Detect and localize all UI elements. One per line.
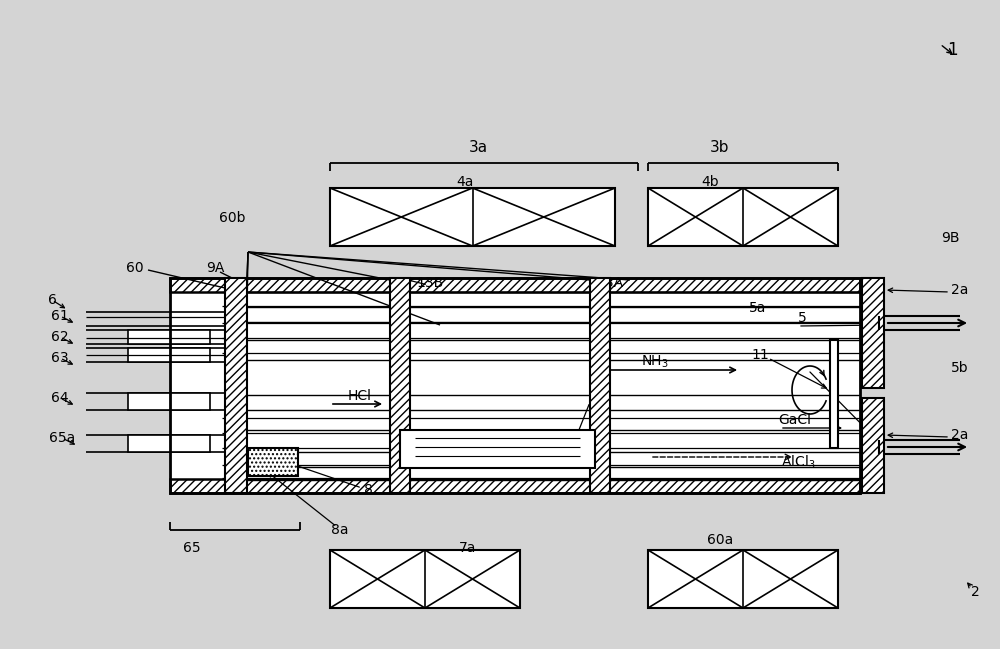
Bar — [170, 278, 860, 292]
Text: 5b: 5b — [951, 361, 969, 375]
Text: AlCl$_3$: AlCl$_3$ — [781, 453, 815, 471]
Bar — [170, 278, 860, 493]
Text: 2: 2 — [971, 585, 979, 599]
Text: 2a: 2a — [951, 428, 969, 442]
Text: 61: 61 — [51, 309, 69, 323]
Bar — [390, 278, 410, 493]
Bar — [590, 278, 610, 493]
Bar — [648, 550, 838, 608]
Bar — [170, 479, 860, 493]
Text: 4b: 4b — [701, 175, 719, 189]
Text: 7: 7 — [591, 391, 599, 405]
Bar — [330, 550, 520, 608]
Text: 3a: 3a — [468, 140, 488, 156]
Text: 1: 1 — [947, 41, 957, 59]
Text: 9A: 9A — [206, 261, 224, 275]
Text: 13B: 13B — [416, 276, 444, 290]
Text: 7a: 7a — [459, 541, 477, 555]
Bar — [862, 398, 884, 493]
Bar — [330, 188, 615, 246]
Text: 65: 65 — [183, 541, 201, 555]
Bar — [225, 278, 247, 493]
Text: 60b: 60b — [219, 211, 245, 225]
Bar — [248, 448, 298, 476]
Bar — [128, 348, 210, 362]
Text: 8a: 8a — [331, 523, 349, 537]
Text: GaCl: GaCl — [778, 413, 812, 427]
Text: HCl: HCl — [348, 389, 372, 403]
Text: 11: 11 — [751, 348, 769, 362]
Bar — [170, 278, 860, 493]
Bar — [128, 330, 210, 344]
Text: 9B: 9B — [941, 231, 959, 245]
Text: 64: 64 — [51, 391, 69, 405]
Bar — [648, 188, 838, 246]
Text: 62: 62 — [51, 330, 69, 344]
Bar — [128, 393, 210, 410]
Bar — [400, 430, 595, 468]
Text: 13A: 13A — [596, 276, 624, 290]
Text: 5: 5 — [798, 311, 806, 325]
Text: 8: 8 — [364, 483, 372, 497]
Text: 63: 63 — [51, 351, 69, 365]
Text: 6: 6 — [48, 293, 56, 307]
Text: 3b: 3b — [710, 140, 730, 156]
Text: 65a: 65a — [49, 431, 75, 445]
Text: 60a: 60a — [707, 533, 733, 547]
Text: 4a: 4a — [456, 175, 474, 189]
Text: 5a: 5a — [749, 301, 767, 315]
Text: 2a: 2a — [951, 283, 969, 297]
Text: NH$_3$: NH$_3$ — [641, 354, 669, 370]
Text: 60: 60 — [126, 261, 144, 275]
Bar — [830, 340, 838, 448]
Bar — [128, 435, 210, 452]
Bar — [862, 278, 884, 388]
